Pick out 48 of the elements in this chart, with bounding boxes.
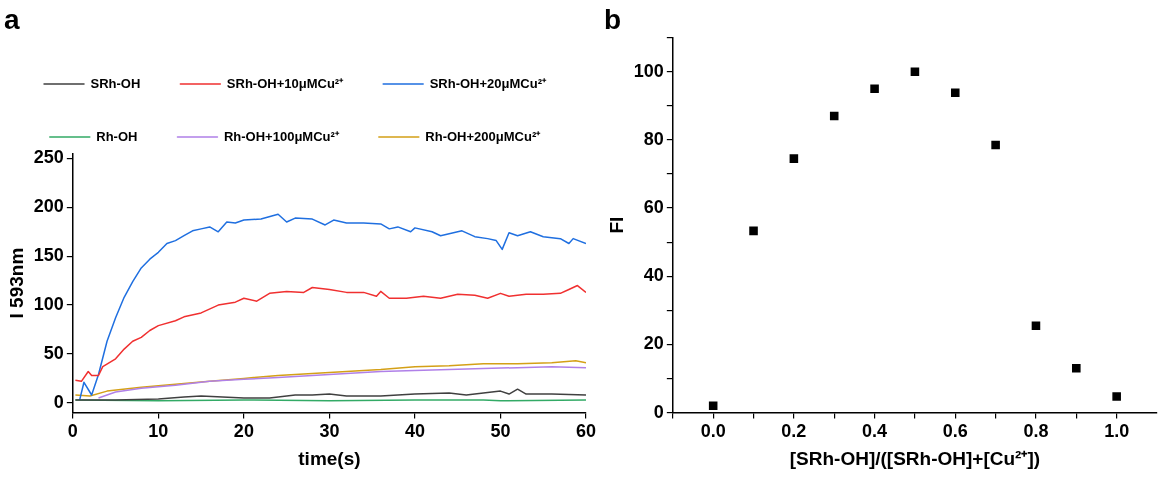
x-tick-label: 0.2 — [781, 421, 807, 442]
y-tick-label: 50 — [43, 342, 64, 363]
legend-label: Rh-OH+200μMCu²⁺ — [425, 128, 542, 144]
legend-label: SRh-OH+10μMCu²⁺ — [226, 75, 345, 91]
point — [870, 84, 879, 94]
x-axis-title: time(s) — [298, 447, 361, 469]
x-tick-label: 0.8 — [1023, 421, 1049, 442]
point — [950, 88, 960, 98]
x-tick-label: 1.0 — [1104, 421, 1130, 442]
y-tick-label: 40 — [643, 265, 664, 286]
x-tick-label: 30 — [319, 421, 340, 442]
point — [1031, 321, 1041, 330]
point — [1072, 364, 1081, 373]
point — [1112, 392, 1121, 401]
point — [708, 401, 718, 411]
y-tick-label: 200 — [33, 196, 64, 217]
x-tick-label: 10 — [148, 421, 169, 442]
x-tick-label: 50 — [490, 421, 511, 442]
y-tick-label: 250 — [33, 147, 64, 168]
y-tick-label: 80 — [643, 128, 664, 149]
y-axis-title: FI — [605, 216, 627, 234]
y-tick-label: 0 — [653, 401, 664, 422]
x-tick-label: 40 — [404, 421, 425, 442]
x-tick-label: 20 — [233, 421, 254, 442]
y-tick-label: 100 — [633, 60, 664, 81]
y-tick-label: 100 — [33, 294, 64, 315]
x-tick-label: 0 — [67, 421, 78, 442]
legend-label: Rh-OH — [96, 128, 138, 144]
legend-label: SRh-OH — [90, 75, 141, 91]
x-tick-label: 60 — [575, 421, 597, 442]
x-tick-label: 0.6 — [942, 421, 968, 442]
x-tick-label: 0.4 — [862, 421, 888, 442]
point — [749, 226, 758, 236]
legend-label: SRh-OH+20μMCu²⁺ — [429, 75, 547, 91]
y-tick-label: 150 — [33, 245, 64, 266]
x-tick-label: 0.0 — [700, 421, 726, 442]
y-axis-title: I 593nm — [5, 247, 27, 319]
x-axis-title: [SRh-OH]/([SRh-OH]+[Cu²⁺]) — [789, 447, 1041, 469]
y-tick-label: 20 — [643, 333, 664, 354]
y-tick-label: 60 — [643, 197, 664, 218]
point — [789, 154, 799, 163]
chart-title: b — [604, 3, 622, 35]
point — [829, 111, 839, 121]
y-tick-label: 0 — [53, 391, 64, 412]
legend-label: Rh-OH+100μMCu²⁺ — [223, 128, 340, 144]
point — [910, 67, 920, 76]
point — [991, 140, 1000, 150]
chart-title: a — [4, 3, 20, 35]
